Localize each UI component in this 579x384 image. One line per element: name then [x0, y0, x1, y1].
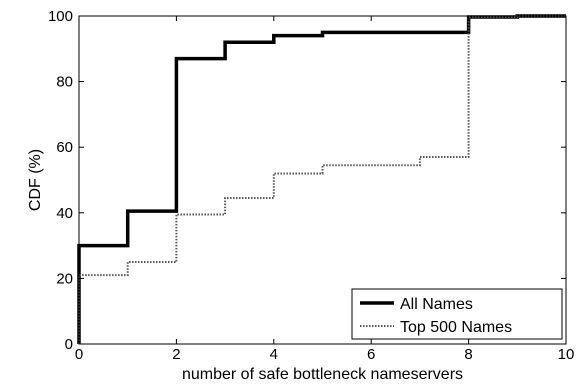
y-axis-label: CDF (%)	[27, 149, 44, 211]
x-tick-label: 8	[464, 346, 472, 363]
y-tick-label: 100	[48, 8, 73, 25]
y-axis: 0 20 40 60 80 100	[48, 8, 566, 353]
x-tick-label: 4	[270, 346, 278, 363]
x-axis-label: number of safe bottleneck nameservers	[182, 366, 463, 383]
y-tick-label: 0	[65, 336, 73, 353]
y-tick-label: 20	[56, 270, 73, 287]
x-tick-label: 10	[558, 346, 575, 363]
y-tick-label: 40	[56, 205, 73, 222]
legend-box	[351, 288, 563, 340]
legend-label-top-500-names: Top 500 Names	[400, 319, 512, 336]
y-tick-label: 60	[56, 139, 73, 156]
legend: All Names Top 500 Names	[351, 288, 563, 340]
plot-frame	[78, 15, 567, 345]
x-tick-label: 0	[75, 346, 83, 363]
legend-label-all-names: All Names	[400, 296, 473, 313]
x-tick-label: 6	[367, 346, 375, 363]
x-tick-label: 2	[172, 346, 180, 363]
x-axis: 0 2 4 6 8 10	[75, 16, 575, 363]
chart-marks	[77, 14, 566, 344]
y-tick-label: 80	[56, 74, 73, 91]
